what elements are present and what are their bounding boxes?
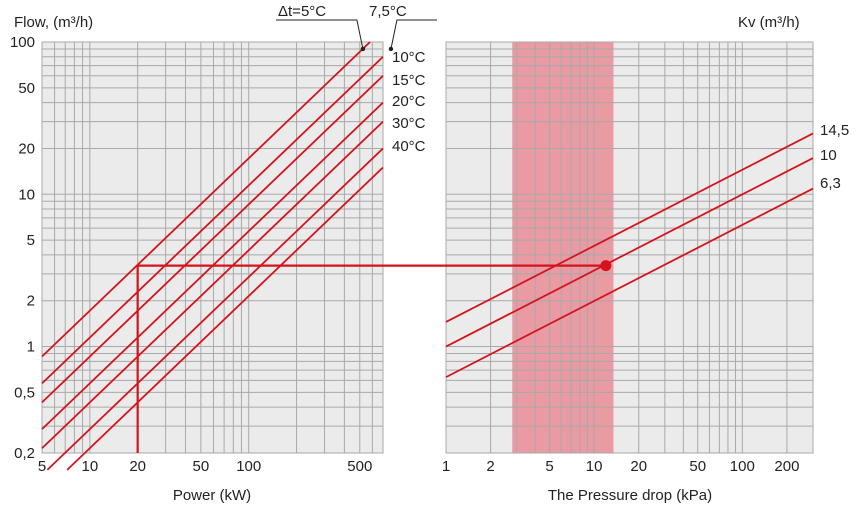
- series-line: [445, 132, 814, 323]
- series-label: 14,5: [820, 122, 849, 139]
- operating-point-marker: [600, 260, 612, 272]
- x-tick-label: 10: [586, 458, 603, 475]
- series-label: 15°C: [392, 72, 426, 89]
- series-line: [445, 157, 814, 348]
- dt75-leader-line: [390, 19, 437, 50]
- left-plot-border: [41, 41, 384, 454]
- series-label: 10: [820, 147, 837, 164]
- right-x-axis-label: The Pressure drop (kPa): [548, 487, 712, 504]
- series-label-dt5: Δt=5°C: [278, 3, 326, 20]
- series-line: [41, 56, 384, 385]
- x-tick-label: 1: [442, 458, 450, 475]
- left-x-axis-label: Power (kW): [173, 487, 251, 504]
- x-tick-label: 20: [630, 458, 647, 475]
- x-tick-label: 5: [38, 458, 46, 475]
- series-label: 10°C: [392, 49, 426, 66]
- x-tick-label: 50: [193, 458, 210, 475]
- series-labels: Δt=5°C 7,5°C 10°C 15°C 20°C 30°C 40°C 14,5 10 6,3: [276, 3, 849, 192]
- x-tick-label: 20: [129, 458, 146, 475]
- x-tick-label: 100: [236, 458, 261, 475]
- left-plot-background: [42, 42, 383, 453]
- pressure-drop-shaded-band: [512, 42, 614, 453]
- dt5-leader-dot: [360, 46, 366, 52]
- y-tick-label: 0,2: [14, 445, 35, 462]
- x-tick-label: 500: [347, 458, 372, 475]
- series-line: [46, 147, 384, 471]
- right-grid: [445, 41, 814, 454]
- series-line: [41, 41, 371, 358]
- right-plot-border: [445, 41, 814, 454]
- y-tick-label: 5: [27, 232, 35, 249]
- y-tick-label: 100: [10, 34, 35, 51]
- y-tick-label: 1: [27, 339, 35, 356]
- operating-point-guides: [136, 260, 612, 453]
- dt75-leader-dot: [388, 46, 394, 52]
- right-curves: [445, 132, 814, 378]
- right-plot-background: [446, 42, 813, 453]
- series-line: [66, 166, 384, 471]
- series-line: [41, 120, 384, 449]
- series-label: 20°C: [392, 93, 426, 110]
- series-line: [445, 187, 814, 378]
- x-tick-label: 50: [689, 458, 706, 475]
- y-tick-label: 20: [18, 140, 35, 157]
- y-tick-label: 50: [18, 80, 35, 97]
- y-tick-label: 2: [27, 293, 35, 310]
- x-tick-label: 10: [81, 458, 98, 475]
- x-tick-label: 2: [486, 458, 494, 475]
- y-tick-label: 10: [18, 186, 35, 203]
- series-label: 30°C: [392, 115, 426, 132]
- series-label-dt7-5: 7,5°C: [369, 3, 407, 20]
- series-label: 40°C: [392, 138, 426, 155]
- series-line: [41, 75, 384, 404]
- x-tick-label: 5: [545, 458, 553, 475]
- y-tick-label: 0,5: [14, 384, 35, 401]
- left-y-axis-label: Flow, (m³/h): [14, 14, 93, 31]
- series-label: 6,3: [820, 175, 841, 192]
- left-grid: [41, 41, 384, 454]
- dt5-leader-line: [276, 19, 364, 50]
- x-tick-label: 200: [774, 458, 799, 475]
- right-y-axis-label: Kv (m³/h): [738, 14, 800, 31]
- x-tick-label: 100: [730, 458, 755, 475]
